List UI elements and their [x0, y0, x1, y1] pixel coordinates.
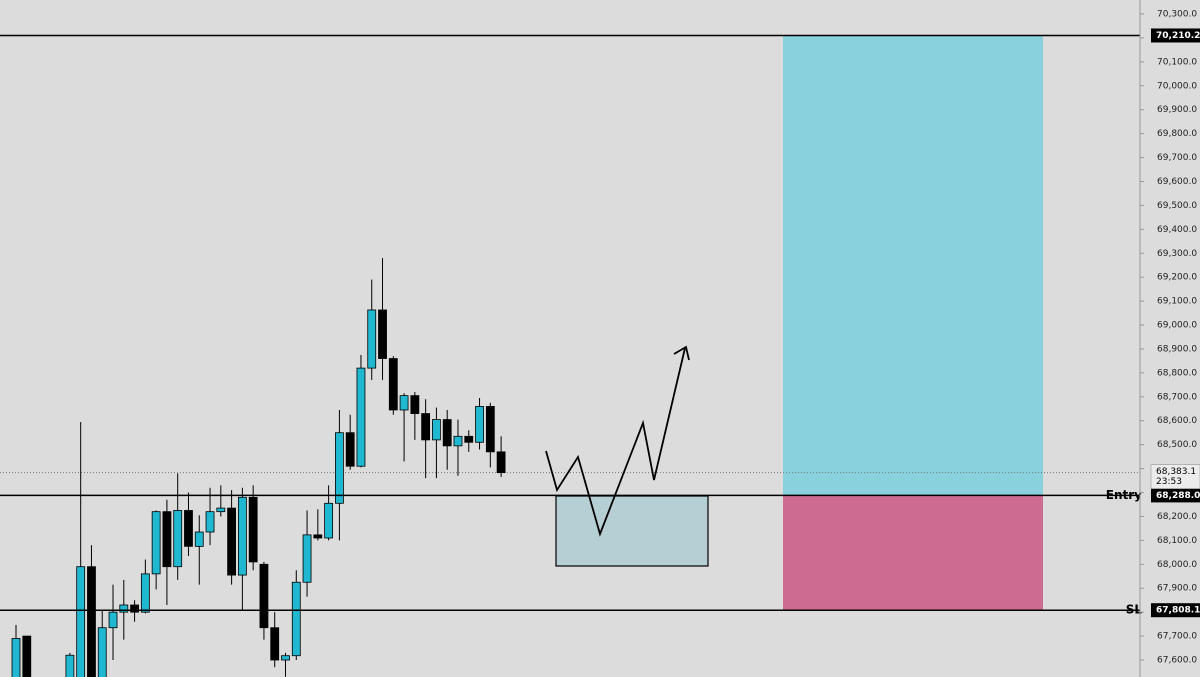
y-tick-label: 69,400.0 — [1157, 225, 1197, 235]
y-tick-label: 69,900.0 — [1157, 105, 1197, 115]
y-tick-label: 69,700.0 — [1157, 153, 1197, 163]
candle-body — [432, 419, 441, 441]
level-label: 67,808.1 — [1156, 606, 1200, 616]
candle-body — [130, 604, 139, 613]
candle-body — [65, 654, 75, 677]
candle-body — [76, 566, 86, 677]
level-name: SL — [1126, 603, 1143, 617]
level-name: Entry — [1106, 488, 1142, 502]
candle-body — [237, 496, 247, 576]
plot: Entry SL — [0, 34, 1143, 677]
y-tick-label: 69,500.0 — [1157, 201, 1197, 211]
y-tick-label: 68,100.0 — [1157, 536, 1197, 546]
candle-body — [194, 531, 204, 547]
y-tick-label: 69,600.0 — [1157, 177, 1197, 187]
candle-body — [173, 510, 183, 568]
candle-body — [108, 611, 118, 629]
y-tick-label: 70,100.0 — [1157, 57, 1197, 67]
candle-body — [151, 511, 161, 575]
target-zone — [783, 35, 1043, 496]
countdown-label: 23:53 — [1156, 477, 1182, 487]
level-label-bg — [1151, 488, 1200, 503]
level-label: 68,288.0 — [1156, 491, 1200, 501]
candle-body — [281, 655, 290, 661]
candle-body — [399, 395, 409, 411]
candle-body — [227, 507, 237, 576]
candle-body — [87, 566, 96, 677]
candle-body — [11, 638, 21, 677]
candle-body — [270, 627, 280, 661]
candle-body — [259, 563, 269, 629]
candle-body — [475, 405, 484, 443]
candle-body — [216, 507, 226, 513]
level-label: 70,210.2 — [1156, 31, 1200, 41]
y-tick-label: 67,600.0 — [1157, 656, 1197, 666]
candle-body — [205, 511, 215, 533]
candle-body — [313, 534, 323, 539]
y-tick-label: 70,300.0 — [1157, 9, 1197, 19]
current-price-label: 68,383.1 — [1156, 467, 1196, 477]
level-label-bg — [1151, 603, 1200, 618]
demand-zone — [555, 495, 709, 567]
y-tick-label: 70,000.0 — [1157, 81, 1197, 91]
candle-body — [248, 496, 258, 563]
y-tick-label: 68,900.0 — [1157, 344, 1197, 354]
candle-body — [453, 435, 463, 447]
y-tick-label: 68,200.0 — [1157, 512, 1197, 522]
projection-path — [545, 347, 686, 537]
candle-body — [22, 635, 32, 677]
candle-body — [184, 510, 193, 547]
stop-zone — [783, 495, 1043, 611]
projection-arrowhead — [673, 345, 690, 361]
candle-body — [421, 413, 431, 441]
y-tick-label: 67,700.0 — [1157, 632, 1197, 642]
candle-body — [378, 309, 387, 359]
y-tick-label: 68,500.0 — [1157, 440, 1197, 450]
level-label-bg — [1151, 28, 1200, 43]
candle-body — [324, 502, 334, 539]
candle-body — [356, 367, 366, 467]
candle-body — [485, 405, 495, 453]
candle-body — [410, 395, 420, 414]
candle-body — [97, 627, 107, 677]
candle-body — [388, 358, 398, 411]
candle-body — [345, 432, 355, 467]
candle-body — [291, 581, 301, 657]
y-tick-label: 69,300.0 — [1157, 249, 1197, 259]
candle-body — [119, 604, 129, 613]
price-axis: 67,600.067,700.067,800.067,900.068,000.0… — [1140, 9, 1200, 666]
position-tool — [783, 35, 1043, 611]
candle-body — [162, 511, 172, 568]
y-tick-label: 69,100.0 — [1157, 297, 1197, 307]
candle-body — [302, 534, 312, 583]
candle-body — [496, 451, 506, 474]
candle-body — [442, 419, 452, 447]
candle-body — [367, 309, 377, 369]
price-label-bg — [1150, 464, 1200, 489]
candle-body — [334, 432, 344, 504]
y-tick-label: 68,700.0 — [1157, 392, 1197, 402]
candle-body — [464, 435, 474, 443]
y-tick-label: 68,800.0 — [1157, 368, 1197, 378]
y-tick-label: 68,600.0 — [1157, 416, 1197, 426]
candle-body — [140, 573, 150, 613]
y-tick-label: 69,200.0 — [1157, 273, 1197, 283]
y-tick-label: 69,800.0 — [1157, 129, 1197, 139]
y-tick-label: 69,000.0 — [1157, 321, 1197, 331]
y-tick-label: 68,000.0 — [1157, 560, 1197, 570]
y-tick-label: 67,900.0 — [1157, 584, 1197, 594]
